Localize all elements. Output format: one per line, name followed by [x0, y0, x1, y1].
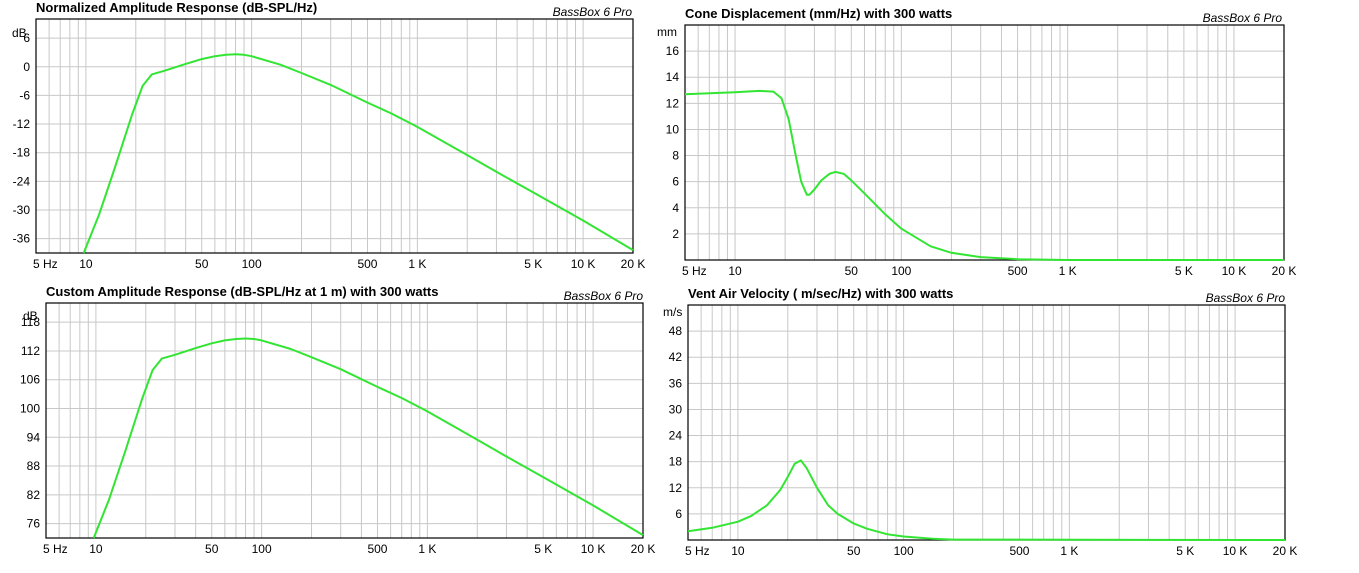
y-tick-label: 16 — [666, 44, 680, 58]
x-tick-label: 20 K — [621, 257, 646, 271]
chart-title: Normalized Amplitude Response (dB-SPL/Hz… — [36, 0, 317, 15]
plot-frame — [687, 304, 1286, 541]
y-tick-label: 12 — [669, 481, 683, 495]
x-tick-label: 500 — [357, 257, 377, 271]
y-tick-label: 118 — [21, 315, 40, 329]
x-tick-label: 10 K — [1223, 544, 1248, 558]
y-tick-label: 4 — [672, 201, 679, 215]
y-tick-label: -30 — [13, 203, 31, 217]
y-tick-label: 88 — [27, 459, 41, 473]
x-tick-label: 20 K — [1273, 544, 1298, 558]
y-tick-label: 24 — [669, 429, 683, 443]
y-tick-label: 100 — [20, 402, 40, 416]
response-curve — [82, 53, 634, 254]
x-tick-label: 10 K — [571, 257, 596, 271]
x-tick-label: 50 — [845, 264, 859, 278]
x-tick-label: 10 — [89, 542, 103, 556]
y-tick-label: 6 — [23, 31, 30, 45]
y-tick-label: 76 — [27, 517, 41, 531]
y-tick-label: -12 — [13, 117, 31, 131]
y-unit-label: dB — [23, 309, 38, 323]
custom-amplitude-chart: Custom Amplitude Response (dB-SPL/Hz at … — [20, 284, 655, 556]
y-tick-label: -24 — [13, 174, 31, 188]
vent-air-velocity-chart: Vent Air Velocity ( m/sec/Hz) with 300 w… — [663, 286, 1297, 558]
x-tick-label: 500 — [1008, 264, 1028, 278]
x-tick-label: 500 — [1009, 544, 1029, 558]
x-tick-label: 50 — [205, 542, 219, 556]
y-tick-label: 12 — [666, 96, 680, 110]
y-unit-label: mm — [657, 25, 677, 39]
x-tick-label: 100 — [252, 542, 272, 556]
x-tick-label: 20 K — [1272, 264, 1297, 278]
y-tick-label: 14 — [666, 70, 680, 84]
y-tick-label: 82 — [27, 488, 41, 502]
chart-title: Custom Amplitude Response (dB-SPL/Hz at … — [46, 284, 438, 299]
x-tick-label: 5 Hz — [685, 544, 710, 558]
y-tick-label: 18 — [669, 455, 683, 469]
x-tick-label: 10 — [79, 257, 93, 271]
x-tick-label: 5 K — [1176, 544, 1194, 558]
x-tick-label: 5 K — [534, 542, 552, 556]
y-tick-label: 30 — [669, 402, 683, 416]
y-tick-label: -36 — [13, 232, 31, 246]
x-tick-label: 10 K — [1222, 264, 1247, 278]
x-tick-label: 1 K — [408, 257, 426, 271]
brand-label: BassBox 6 Pro — [1206, 291, 1286, 305]
x-tick-label: 1 K — [418, 542, 436, 556]
y-tick-label: 112 — [21, 344, 40, 358]
x-tick-label: 10 K — [581, 542, 606, 556]
x-tick-label: 5 Hz — [682, 264, 707, 278]
x-tick-label: 1 K — [1059, 264, 1077, 278]
y-tick-label: 106 — [20, 373, 40, 387]
y-tick-label: 6 — [672, 175, 679, 189]
x-tick-label: 50 — [195, 257, 209, 271]
brand-label: BassBox 6 Pro — [564, 289, 644, 303]
y-tick-label: 36 — [669, 376, 683, 390]
x-tick-label: 5 K — [524, 257, 542, 271]
x-tick-label: 50 — [847, 544, 861, 558]
x-tick-label: 5 Hz — [43, 542, 68, 556]
response-curve — [684, 89, 1284, 261]
y-tick-label: 48 — [669, 324, 683, 338]
plot-frame — [684, 24, 1285, 261]
y-tick-label: 10 — [666, 122, 680, 136]
plot-frame — [35, 18, 634, 254]
chart-title: Cone Displacement (mm/Hz) with 300 watts — [685, 6, 952, 21]
y-tick-label: 42 — [669, 350, 683, 364]
y-tick-label: -18 — [13, 146, 31, 160]
x-tick-label: 20 K — [631, 542, 656, 556]
chart-title: Vent Air Velocity ( m/sec/Hz) with 300 w… — [688, 286, 953, 301]
y-unit-label: m/s — [663, 305, 682, 319]
response-curve — [92, 337, 644, 539]
x-tick-label: 100 — [891, 264, 911, 278]
x-tick-label: 100 — [242, 257, 262, 271]
x-tick-label: 10 — [728, 264, 742, 278]
normalized-amplitude-chart: Normalized Amplitude Response (dB-SPL/Hz… — [12, 0, 645, 271]
y-tick-label: 94 — [27, 430, 41, 444]
plot-frame — [45, 302, 644, 539]
x-tick-label: 10 — [731, 544, 745, 558]
response-curve — [687, 459, 1286, 541]
y-tick-label: 0 — [23, 60, 30, 74]
brand-label: BassBox 6 Pro — [1203, 11, 1283, 25]
brand-label: BassBox 6 Pro — [553, 5, 633, 19]
x-tick-label: 1 K — [1060, 544, 1078, 558]
y-unit-label: dB — [12, 26, 27, 40]
y-tick-label: 8 — [672, 149, 679, 163]
x-tick-label: 5 K — [1175, 264, 1193, 278]
cone-displacement-chart: Cone Displacement (mm/Hz) with 300 watts… — [657, 6, 1296, 278]
x-tick-label: 500 — [367, 542, 387, 556]
x-tick-label: 100 — [894, 544, 914, 558]
x-tick-label: 5 Hz — [33, 257, 58, 271]
y-tick-label: 2 — [672, 227, 679, 241]
y-tick-label: -6 — [19, 88, 30, 102]
y-tick-label: 6 — [675, 507, 682, 521]
